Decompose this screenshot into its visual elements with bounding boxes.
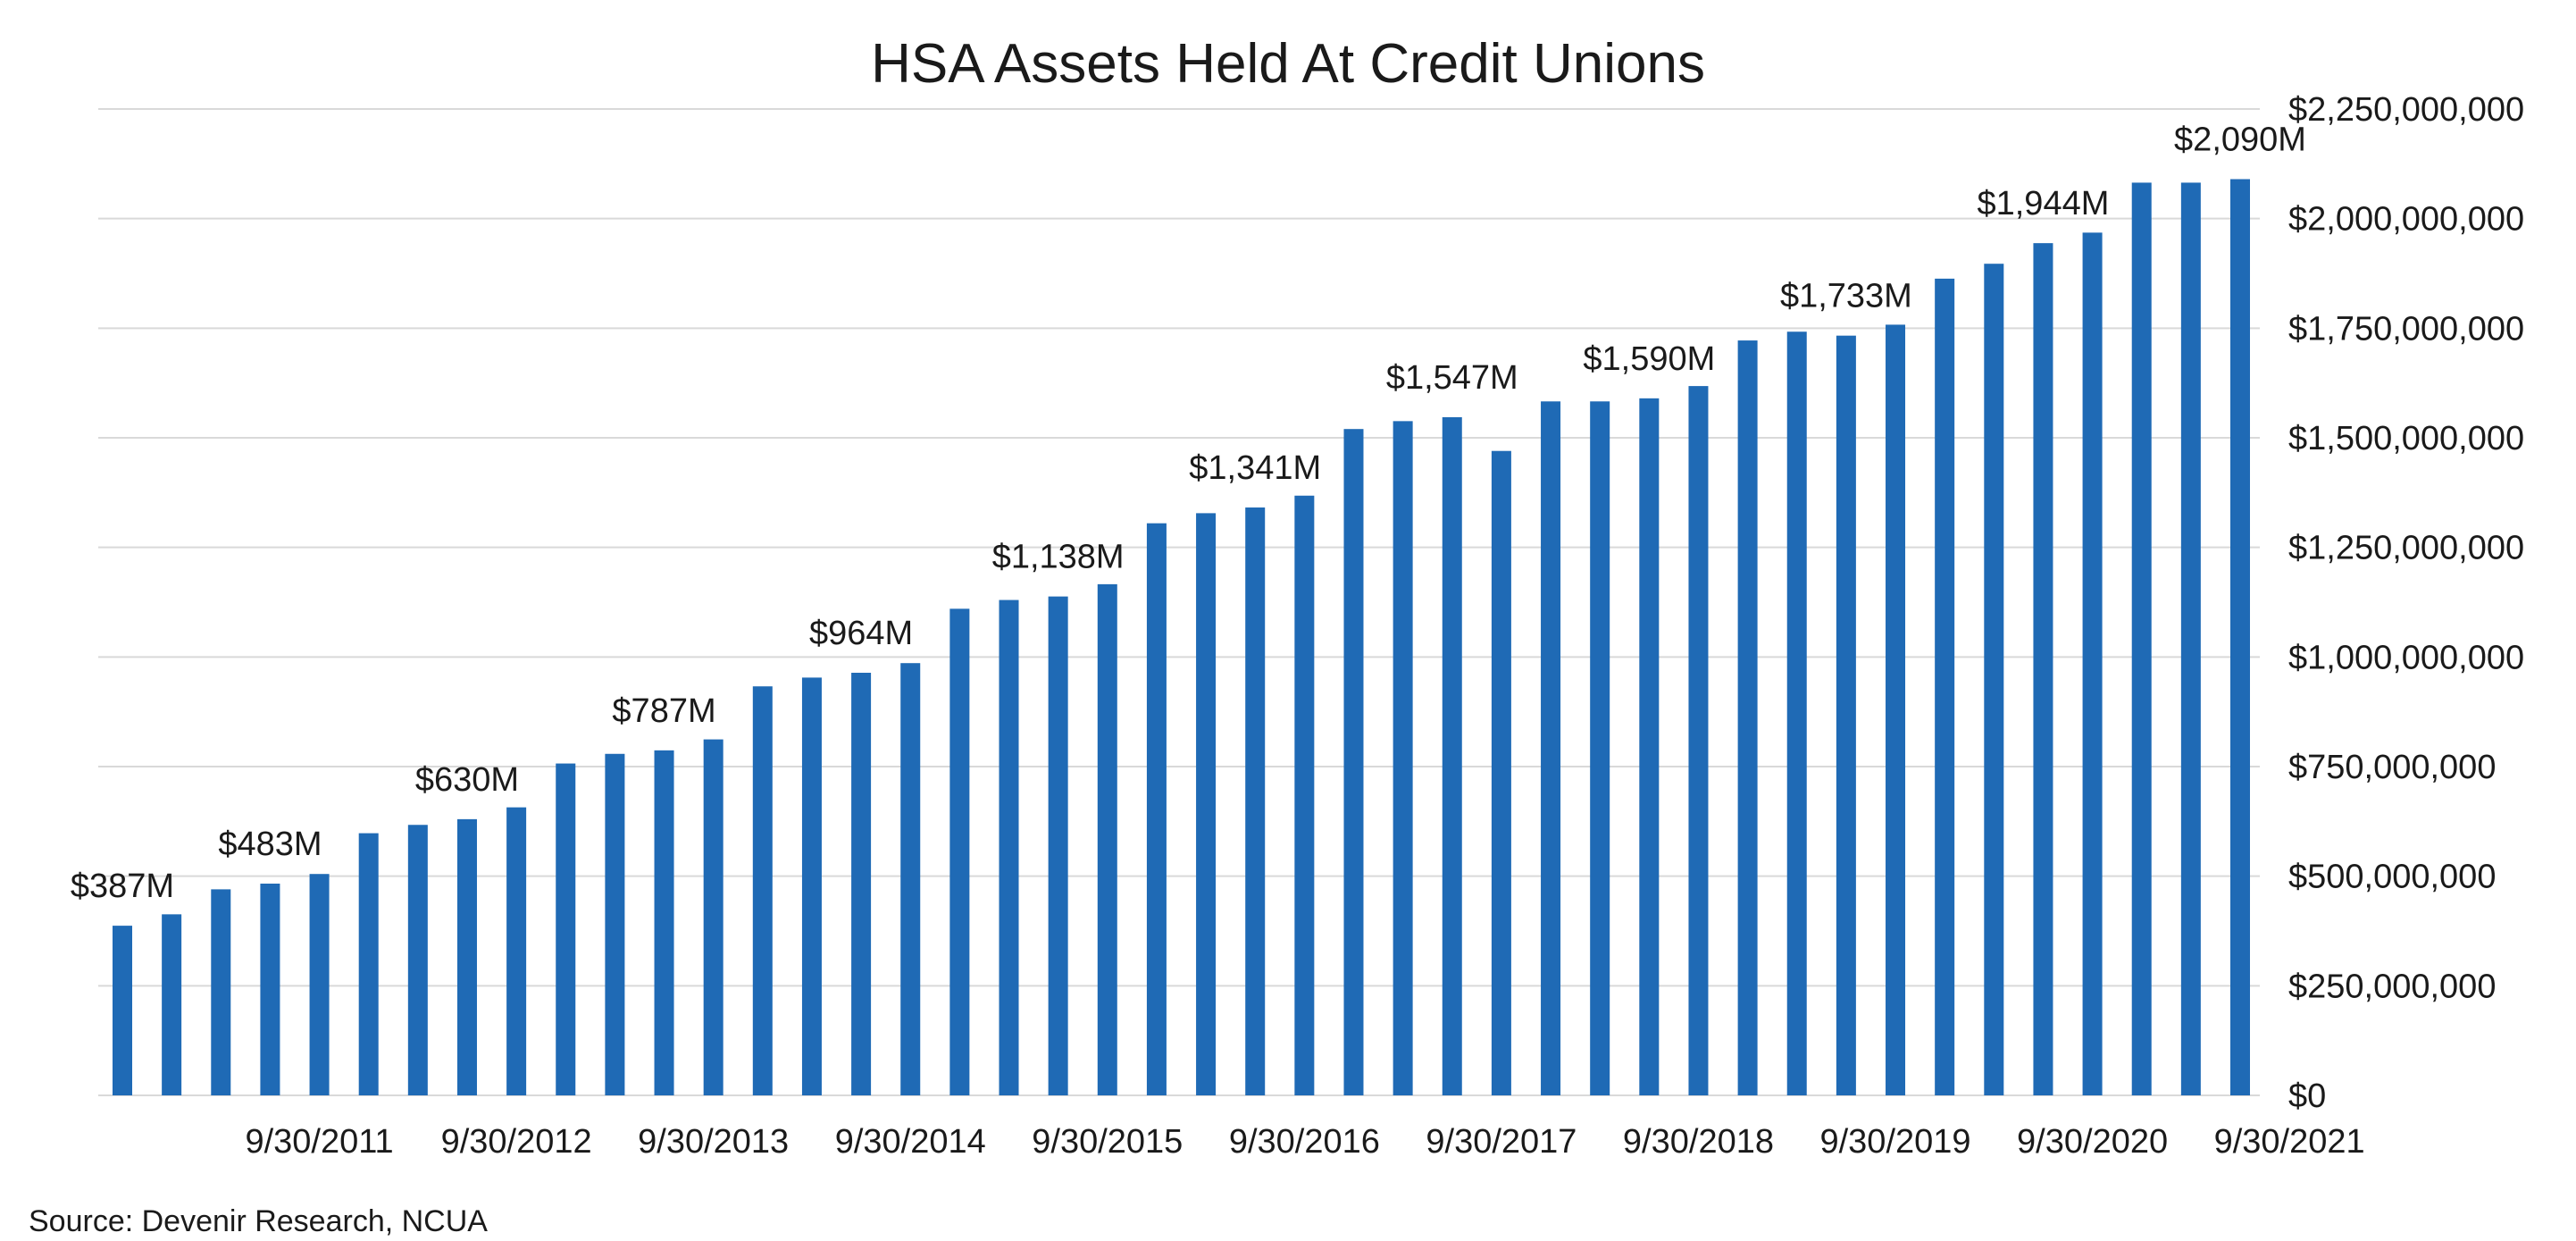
bar <box>1097 583 1117 1095</box>
data-labels: $387M $483M $630M $787M $964M $1,138M $1,341M $… <box>71 122 2306 906</box>
bar <box>1245 507 1266 1095</box>
y-axis-tick-labels: $0 $250,000,000 $500,000,000 $750,000,000 $1… <box>2288 91 2524 1115</box>
bar <box>1688 386 1709 1095</box>
bar <box>999 600 1019 1095</box>
bar <box>309 874 330 1095</box>
bar <box>900 663 921 1095</box>
x-tick-label: 9/30/2019 <box>1819 1123 1970 1161</box>
data-label: $787M <box>612 692 715 730</box>
bar <box>2131 182 2152 1095</box>
bar <box>1343 429 1364 1096</box>
bar <box>1196 513 1217 1095</box>
x-tick-label: 9/30/2014 <box>835 1123 986 1161</box>
bar <box>1737 340 1758 1095</box>
bar <box>654 750 674 1095</box>
bar <box>506 807 527 1095</box>
y-tick-label: $2,000,000,000 <box>2288 201 2524 239</box>
bar <box>801 677 822 1095</box>
data-label: $1,944M <box>1977 185 2109 222</box>
bar <box>358 833 379 1095</box>
bar <box>2180 182 2201 1095</box>
chart-title: HSA Assets Held At Credit Unions <box>871 33 1705 95</box>
bar <box>2230 179 2250 1095</box>
y-tick-label: $0 <box>2288 1077 2326 1115</box>
data-label: $1,547M <box>1386 359 1518 397</box>
x-tick-label: 9/30/2011 <box>245 1123 393 1161</box>
bar <box>1393 421 1413 1095</box>
bar <box>162 914 182 1095</box>
x-tick-label: 9/30/2017 <box>1426 1123 1577 1161</box>
data-label: $1,138M <box>992 539 1125 576</box>
bar <box>851 672 872 1095</box>
bar <box>1590 401 1610 1095</box>
y-tick-label: $750,000,000 <box>2288 749 2496 786</box>
x-tick-label: 9/30/2018 <box>1623 1123 1774 1161</box>
bar <box>1984 264 2004 1095</box>
bar <box>211 889 231 1095</box>
x-tick-label: 9/30/2021 <box>2214 1123 2365 1161</box>
data-label: $387M <box>71 868 174 905</box>
bar <box>1048 596 1068 1095</box>
bar <box>752 686 773 1095</box>
y-tick-label: $1,500,000,000 <box>2288 420 2524 457</box>
bar <box>1541 401 1561 1095</box>
bar <box>113 926 132 1095</box>
x-tick-label: 9/30/2015 <box>1032 1123 1183 1161</box>
data-label: $1,590M <box>1583 340 1715 378</box>
bar <box>1491 450 1511 1096</box>
bar <box>407 825 428 1095</box>
y-tick-label: $1,250,000,000 <box>2288 530 2524 567</box>
y-tick-label: $2,250,000,000 <box>2288 91 2524 129</box>
data-label: $1,733M <box>1780 278 1912 315</box>
bar <box>1935 278 1955 1095</box>
bar <box>605 753 625 1095</box>
bar <box>260 884 280 1095</box>
bar <box>1886 324 1906 1096</box>
y-tick-label: $250,000,000 <box>2288 968 2496 1005</box>
bar <box>456 818 477 1095</box>
x-tick-label: 9/30/2013 <box>638 1123 789 1161</box>
x-tick-label: 9/30/2020 <box>2017 1123 2168 1161</box>
bar <box>703 739 723 1095</box>
x-tick-label: 9/30/2012 <box>441 1123 592 1161</box>
x-tick-label: 9/30/2016 <box>1229 1123 1380 1161</box>
data-label: $2,090M <box>2174 122 2306 159</box>
y-tick-label: $1,750,000,000 <box>2288 310 2524 348</box>
bar <box>1639 398 1660 1096</box>
bar <box>1294 495 1315 1095</box>
source-note: Source: Devenir Research, NCUA <box>29 1204 488 1238</box>
y-tick-label: $1,000,000,000 <box>2288 639 2524 676</box>
bar <box>556 763 576 1095</box>
bar <box>2033 243 2053 1095</box>
data-label: $630M <box>415 761 519 799</box>
bar <box>1146 523 1167 1095</box>
bar <box>1836 335 1856 1095</box>
bars <box>113 179 2250 1096</box>
data-label: $483M <box>218 826 322 863</box>
bar <box>2082 232 2103 1095</box>
x-axis-tick-labels: 9/30/2011 9/30/2012 9/30/2013 9/30/2014 9/30… <box>245 1123 2364 1161</box>
data-label: $1,341M <box>1189 449 1321 487</box>
y-tick-label: $500,000,000 <box>2288 859 2496 896</box>
bar <box>949 608 970 1095</box>
bar <box>1786 331 1807 1095</box>
data-label: $964M <box>809 615 913 652</box>
bar <box>1442 416 1462 1095</box>
